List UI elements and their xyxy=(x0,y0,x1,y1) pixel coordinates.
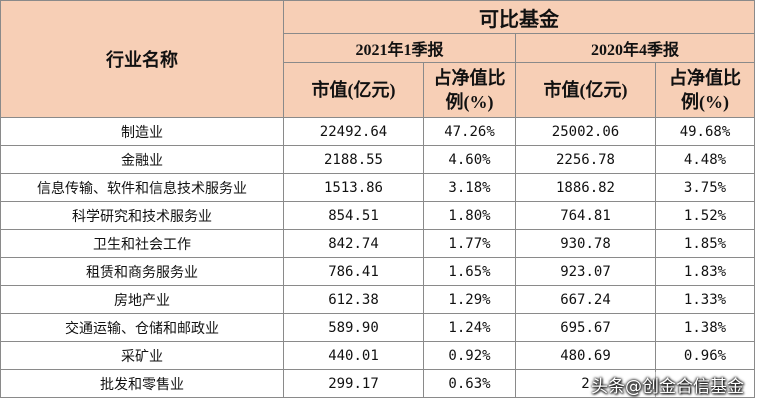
table-row: 租赁和商务服务业 786.41 1.65% 923.07 1.83% xyxy=(0,257,755,286)
market-value-2020q4: 667.24 xyxy=(515,285,656,314)
nav-ratio-2021q1: 1.29% xyxy=(423,285,516,314)
header-period-2021q1: 2021年1季报 xyxy=(283,33,516,63)
market-value-2021q1: 842.74 xyxy=(283,229,424,258)
table-row: 采矿业 440.01 0.92% 480.69 0.96% xyxy=(0,341,755,370)
market-value-2020q4: 480.69 xyxy=(515,341,656,370)
nav-ratio-2021q1: 1.24% xyxy=(423,313,516,342)
industry-cell: 金融业 xyxy=(0,145,284,174)
table-row: 批发和零售业 299.17 0.63% 2 xyxy=(0,369,755,398)
market-value-2021q1: 22492.64 xyxy=(283,117,424,146)
header-nav-ratio-1: 占净值比例(%) xyxy=(423,62,516,118)
market-value-2021q1: 854.51 xyxy=(283,201,424,230)
table-row: 卫生和社会工作 842.74 1.77% 930.78 1.85% xyxy=(0,229,755,258)
industry-cell: 租赁和商务服务业 xyxy=(0,257,284,286)
industry-cell: 科学研究和技术服务业 xyxy=(0,201,284,230)
nav-ratio-2021q1: 0.92% xyxy=(423,341,516,370)
header-market-value-1: 市值(亿元) xyxy=(283,62,424,118)
table-row: 房地产业 612.38 1.29% 667.24 1.33% xyxy=(0,285,755,314)
nav-ratio-2020q4: 1.85% xyxy=(655,229,755,258)
nav-ratio-2020q4: 1.38% xyxy=(655,313,755,342)
nav-ratio-2021q1: 1.77% xyxy=(423,229,516,258)
header-period-2020q4: 2020年4季报 xyxy=(515,33,755,63)
nav-ratio-2020q4: 3.75% xyxy=(655,173,755,202)
nav-ratio-2021q1: 1.65% xyxy=(423,257,516,286)
table-row: 制造业 22492.64 47.26% 25002.06 49.68% xyxy=(0,117,755,146)
market-value-2021q1: 1513.86 xyxy=(283,173,424,202)
nav-ratio-2021q1: 47.26% xyxy=(423,117,516,146)
market-value-2020q4: 764.81 xyxy=(515,201,656,230)
nav-ratio-2020q4: 1.33% xyxy=(655,285,755,314)
market-value-2020q4: 25002.06 xyxy=(515,117,656,146)
market-value-2020q4: 1886.82 xyxy=(515,173,656,202)
industry-cell: 交通运输、仓储和邮政业 xyxy=(0,313,284,342)
market-value-2020q4: 2 xyxy=(515,369,656,398)
nav-ratio-2021q1: 0.63% xyxy=(423,369,516,398)
market-value-2020q4: 2256.78 xyxy=(515,145,656,174)
industry-cell: 制造业 xyxy=(0,117,284,146)
industry-cell: 卫生和社会工作 xyxy=(0,229,284,258)
market-value-2021q1: 299.17 xyxy=(283,369,424,398)
market-value-2021q1: 589.90 xyxy=(283,313,424,342)
nav-ratio-2020q4: 1.83% xyxy=(655,257,755,286)
header-nav-ratio-2-line1: 占净值比 xyxy=(669,68,741,88)
nav-ratio-2020q4: 49.68% xyxy=(655,117,755,146)
watermark: 头条@创金合信基金 xyxy=(589,372,746,397)
nav-ratio-2021q1: 4.60% xyxy=(423,145,516,174)
header-nav-ratio-2: 占净值比例(%) xyxy=(655,62,755,118)
nav-ratio-2021q1: 3.18% xyxy=(423,173,516,202)
market-value-2021q1: 612.38 xyxy=(283,285,424,314)
header-market-value-2: 市值(亿元) xyxy=(515,62,656,118)
table-row: 科学研究和技术服务业 854.51 1.80% 764.81 1.52% xyxy=(0,201,755,230)
nav-ratio-2021q1: 1.80% xyxy=(423,201,516,230)
header-nav-ratio-1-line2: 例(%) xyxy=(445,92,494,112)
industry-cell: 信息传输、软件和信息技术服务业 xyxy=(0,173,284,202)
industry-cell: 批发和零售业 xyxy=(0,369,284,398)
header-nav-ratio-1-line1: 占净值比 xyxy=(433,68,506,88)
table-row: 金融业 2188.55 4.60% 2256.78 4.48% xyxy=(0,145,755,174)
market-value-2021q1: 2188.55 xyxy=(283,145,424,174)
market-value-2020q4: 923.07 xyxy=(515,257,656,286)
market-value-2021q1: 440.01 xyxy=(283,341,424,370)
market-value-2020q4: 695.67 xyxy=(515,313,656,342)
nav-ratio-2020q4 xyxy=(655,369,755,398)
nav-ratio-2020q4: 0.96% xyxy=(655,341,755,370)
header-industry-name: 行业名称 xyxy=(0,0,284,118)
header-comparable-funds: 可比基金 xyxy=(283,0,755,34)
market-value-2021q1: 786.41 xyxy=(283,257,424,286)
nav-ratio-2020q4: 1.52% xyxy=(655,201,755,230)
table-row: 交通运输、仓储和邮政业 589.90 1.24% 695.67 1.38% xyxy=(0,313,755,342)
industry-cell: 采矿业 xyxy=(0,341,284,370)
nav-ratio-2020q4: 4.48% xyxy=(655,145,755,174)
table-row: 信息传输、软件和信息技术服务业 1513.86 3.18% 1886.82 3.… xyxy=(0,173,755,202)
header-nav-ratio-2-line2: 例(%) xyxy=(681,92,729,112)
market-value-2020q4: 930.78 xyxy=(515,229,656,258)
industry-cell: 房地产业 xyxy=(0,285,284,314)
